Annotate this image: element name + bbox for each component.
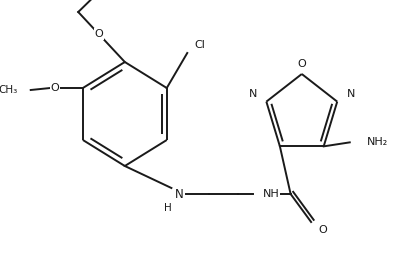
Text: N: N [249,89,257,99]
Text: O: O [297,59,306,69]
Text: NH₂: NH₂ [366,137,388,147]
Text: H: H [164,203,171,213]
Text: O: O [95,29,103,39]
Text: Cl: Cl [195,40,206,50]
Text: CH₃: CH₃ [0,85,18,95]
Text: NH: NH [263,189,279,199]
Text: N: N [347,89,355,99]
Text: O: O [319,225,327,235]
Text: O: O [50,83,59,93]
Text: N: N [175,188,183,200]
